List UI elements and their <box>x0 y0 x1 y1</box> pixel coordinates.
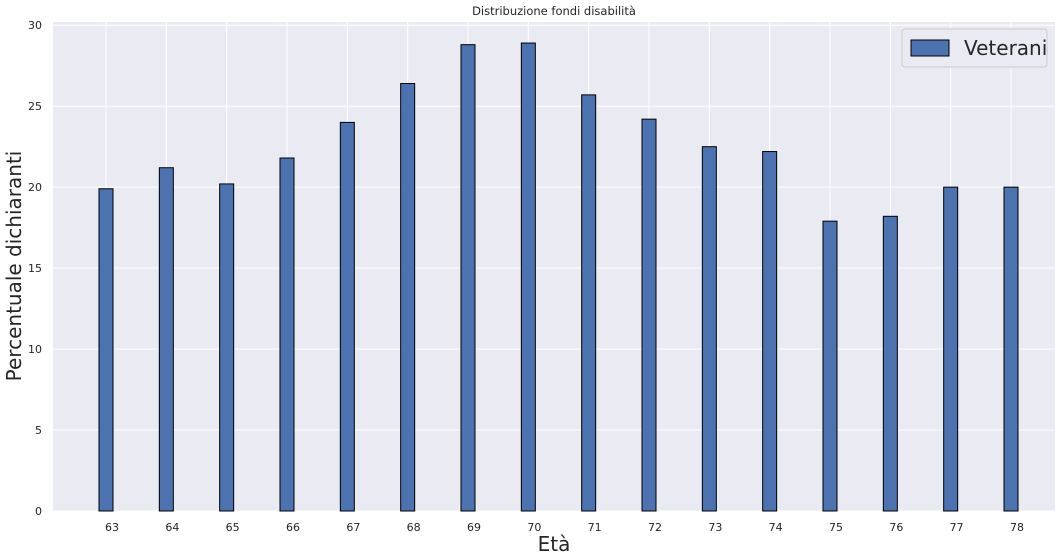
bar-68 <box>400 83 416 512</box>
x-tick-label: 76 <box>889 521 903 534</box>
bar-69 <box>460 44 476 512</box>
bar-64 <box>158 167 174 512</box>
y-tick-label: 25 <box>28 100 42 113</box>
x-tick-label: 75 <box>829 521 843 534</box>
bar-75 <box>822 220 838 512</box>
x-tick-label: 67 <box>346 521 360 534</box>
chart-title: Distribuzione fondi disabilità <box>472 4 636 18</box>
x-tick-label: 64 <box>165 521 179 534</box>
y-tick-labels: 0 5 10 15 20 25 30 <box>28 19 42 518</box>
x-tick-label: 68 <box>407 521 421 534</box>
y-axis-label: Percentuale dichiaranti <box>2 151 26 382</box>
x-tick-label: 66 <box>286 521 300 534</box>
x-tick-labels: 63 64 65 66 67 68 69 70 71 72 73 74 75 76 77 78 <box>105 521 1024 534</box>
y-tick-label: 15 <box>28 262 42 275</box>
x-tick-label: 77 <box>950 521 964 534</box>
x-axis-label: Età <box>538 532 571 556</box>
x-tick-label: 63 <box>105 521 119 534</box>
bar-73 <box>701 146 717 512</box>
x-tick-label: 78 <box>1010 521 1024 534</box>
plot-background <box>53 22 1055 511</box>
bar-66 <box>279 157 295 512</box>
bar-76 <box>882 215 898 512</box>
y-tick-label: 5 <box>35 424 42 437</box>
legend-label: Veterani <box>964 36 1047 60</box>
y-tick-label: 30 <box>28 19 42 32</box>
x-tick-label: 72 <box>648 521 662 534</box>
x-tick-label: 70 <box>527 521 541 534</box>
bar-77 <box>943 186 959 512</box>
bars <box>98 42 1019 512</box>
bar-65 <box>219 183 235 512</box>
x-tick-label: 74 <box>769 521 783 534</box>
x-tick-label: 69 <box>467 521 481 534</box>
x-tick-label: 65 <box>226 521 240 534</box>
bar-71 <box>581 94 597 512</box>
y-tick-label: 10 <box>28 343 42 356</box>
x-tick-label: 71 <box>588 521 602 534</box>
bar-72 <box>641 118 657 512</box>
legend-swatch <box>910 39 950 57</box>
bar-74 <box>762 151 778 512</box>
legend-box <box>901 28 1048 68</box>
bar-70 <box>520 42 536 512</box>
y-tick-label: 20 <box>28 181 42 194</box>
bar-67 <box>339 121 355 512</box>
bar-78 <box>1003 186 1019 512</box>
legend: Veterani <box>901 28 1048 68</box>
y-tick-label: 0 <box>35 505 42 518</box>
x-tick-label: 73 <box>708 521 722 534</box>
bar-63 <box>98 188 114 512</box>
